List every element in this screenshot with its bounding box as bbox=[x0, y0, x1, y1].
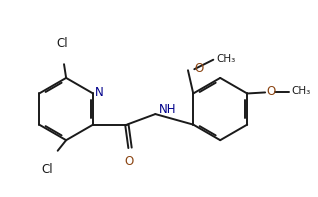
Text: Cl: Cl bbox=[56, 37, 68, 50]
Text: CH₃: CH₃ bbox=[292, 86, 311, 96]
Text: O: O bbox=[266, 85, 275, 98]
Text: N: N bbox=[94, 86, 103, 99]
Text: CH₃: CH₃ bbox=[217, 54, 236, 64]
Text: O: O bbox=[194, 62, 204, 75]
Text: O: O bbox=[124, 155, 134, 168]
Text: NH: NH bbox=[158, 103, 176, 116]
Text: Cl: Cl bbox=[41, 163, 53, 176]
